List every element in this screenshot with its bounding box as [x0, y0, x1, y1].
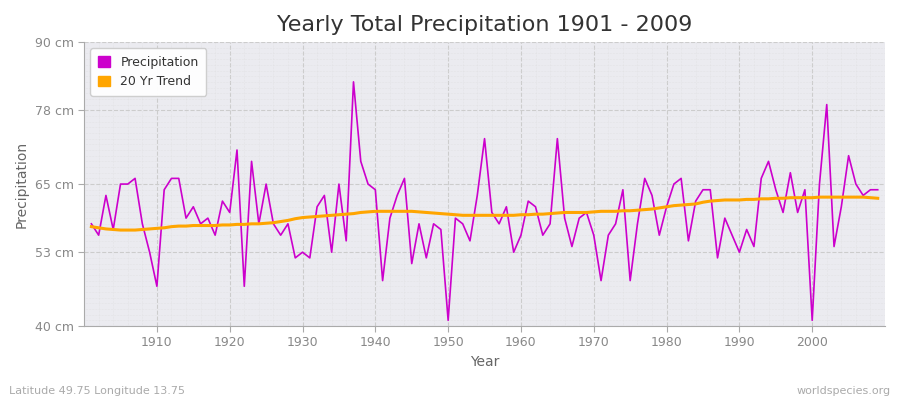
- 20 Yr Trend: [516, 212, 526, 217]
- Title: Yearly Total Precipitation 1901 - 2009: Yearly Total Precipitation 1901 - 2009: [277, 15, 692, 35]
- Legend: Precipitation, 20 Yr Trend: Precipitation, 20 Yr Trend: [90, 48, 206, 96]
- Precipitation: [304, 256, 315, 260]
- Precipitation: [144, 250, 155, 255]
- 20 Yr Trend: [311, 214, 322, 219]
- Text: Latitude 49.75 Longitude 13.75: Latitude 49.75 Longitude 13.75: [9, 386, 185, 396]
- 20 Yr Trend: [872, 196, 883, 201]
- Precipitation: [523, 199, 534, 204]
- Precipitation: [530, 204, 541, 209]
- Text: worldspecies.org: worldspecies.org: [796, 386, 891, 396]
- Precipitation: [348, 80, 359, 84]
- Precipitation: [443, 318, 454, 323]
- Y-axis label: Precipitation: Precipitation: [15, 140, 29, 228]
- 20 Yr Trend: [814, 195, 825, 200]
- 20 Yr Trend: [151, 226, 162, 231]
- 20 Yr Trend: [523, 212, 534, 217]
- 20 Yr Trend: [610, 209, 621, 214]
- Precipitation: [86, 222, 97, 226]
- 20 Yr Trend: [115, 228, 126, 232]
- Line: Precipitation: Precipitation: [92, 82, 878, 320]
- Precipitation: [872, 187, 883, 192]
- 20 Yr Trend: [86, 224, 97, 229]
- X-axis label: Year: Year: [470, 355, 500, 369]
- Precipitation: [356, 159, 366, 164]
- Precipitation: [617, 187, 628, 192]
- 20 Yr Trend: [356, 210, 366, 215]
- Line: 20 Yr Trend: 20 Yr Trend: [92, 197, 878, 230]
